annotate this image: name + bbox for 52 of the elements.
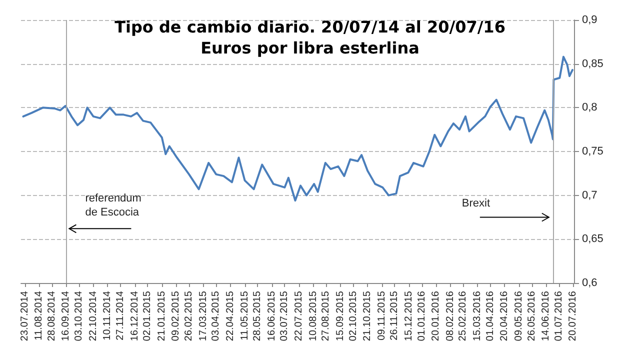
x-tick-label: 22.10.2014 [88,290,99,342]
x-tick-label: 11.08.2014 [34,290,45,340]
x-tick-label: 01.04.2016 [484,290,496,342]
x-tick-label: 15.03.2016 [472,290,484,342]
annotation: referendum de Escocia [85,192,145,219]
x-tick-label: 03.07.2015 [279,290,290,342]
x-tick-label: 02.10.2015 [348,290,359,342]
x-tick-label: 09.11.2015 [376,290,388,340]
x-tick-label: 15.09.2015 [334,290,346,342]
y-tick-label: 0,85 [582,58,604,70]
x-tick-label: 10.08.2015 [308,290,319,342]
x-tick-label: 20.04.2016 [499,290,510,342]
y-tick-label: 0,6 [582,277,598,289]
x-tick-label: 02.01.2015 [142,290,154,342]
x-tick-label: 11.05.2015 [239,290,250,340]
x-tick-label: 26.02.2015 [184,290,195,342]
annotation: Brexit [462,197,490,210]
x-tick-label: 09.02.2015 [170,290,182,342]
y-tick-label: 0,8 [582,102,598,114]
x-tick-label: 09.05.2016 [514,290,524,342]
x-tick-label: 16.09.2014 [60,290,72,342]
x-tick-label: 26.11.2015 [389,290,400,340]
x-tick-label: 27.08.2015 [320,290,332,342]
x-tick-label: 14.06.2016 [540,290,552,342]
y-tick-label: 0,9 [582,14,598,26]
y-tick-label: 0,7 [582,189,598,202]
x-tick-label: 21.10.2015 [362,290,374,342]
x-tick-label: 23.07.2014 [19,290,30,342]
chart-title: Tipo de cambio diario. 20/07/14 al 20/07/16 [114,18,506,36]
x-tick-label: 16.06.2015 [266,290,278,342]
x-tick-label: 25.02.2016 [458,290,469,342]
y-tick-label: 0,65 [582,233,604,246]
text: Euros por libra esterlina [200,38,420,58]
x-tick-label: 01.01.2016 [416,290,428,342]
x-tick-label: 03.10.2014 [74,290,85,342]
x-tick-label: 28.05.2015 [252,290,264,342]
x-tick-label: 17.03.2015 [198,290,209,342]
y-tick-label: 0,75 [582,146,604,158]
x-tick-label: 15.12.2015 [404,290,415,342]
x-tick-label: 28.08.2014 [46,290,58,342]
x-tick-label: 20.01.2016 [430,290,442,342]
x-tick-label: 01.07.2016 [553,290,564,342]
x-tick-label: 22.07.2015 [294,290,305,342]
x-tick-label: 03.04.2015 [210,290,222,342]
x-tick-label: 20.07.2016 [568,290,579,342]
x-tick-label: 22.04.2015 [224,290,236,342]
x-tick-label: 26.05.2016 [526,290,538,342]
x-tick-label: 16.12.2014 [129,290,140,342]
x-tick-label: 27.11.2014 [114,290,126,340]
x-tick-label: 08.02.2016 [444,290,456,342]
x-tick-label: 21.01.2015 [156,290,168,342]
x-tick-label: 10.11.2014 [102,290,114,340]
